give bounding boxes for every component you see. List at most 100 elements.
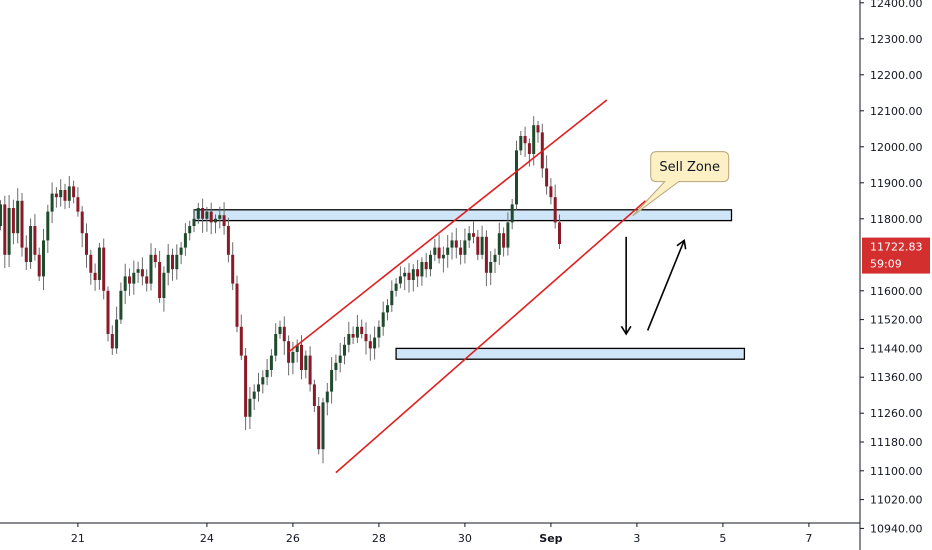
down-arrow[interactable] xyxy=(620,236,632,336)
current-price-label: 11722.83 xyxy=(870,241,923,254)
candle xyxy=(183,223,187,256)
candle xyxy=(257,372,260,402)
candle xyxy=(166,244,170,286)
candle xyxy=(446,235,450,268)
sell-zone-callout[interactable]: Sell Zone xyxy=(632,151,730,217)
candle xyxy=(214,214,217,234)
candle-body xyxy=(20,200,24,248)
candle xyxy=(248,386,252,430)
candle xyxy=(67,175,71,208)
candle-body xyxy=(429,254,432,270)
candle-body xyxy=(235,283,239,327)
candle-body xyxy=(377,326,381,338)
candle xyxy=(381,301,385,336)
candle-body xyxy=(407,272,411,280)
down-arrow-head xyxy=(620,325,632,336)
candle-body xyxy=(506,222,510,248)
candle-body xyxy=(515,150,518,205)
candle-body xyxy=(218,215,222,219)
candle xyxy=(89,249,93,285)
candle-body xyxy=(7,208,11,255)
candle-body xyxy=(162,272,166,298)
candle xyxy=(175,244,179,280)
candle-body xyxy=(76,197,80,212)
candle xyxy=(536,120,540,143)
candle-body xyxy=(192,218,196,226)
price-axis-background xyxy=(860,0,932,550)
candle xyxy=(252,384,256,410)
candle-body xyxy=(325,391,329,403)
candle-body xyxy=(153,254,157,262)
candle xyxy=(506,212,510,256)
candle-body xyxy=(343,344,346,356)
price-tick-label: 11020.00 xyxy=(870,494,923,507)
candle-body xyxy=(171,254,174,270)
candle-body xyxy=(179,247,183,255)
candle-body xyxy=(80,211,84,234)
candle-body xyxy=(140,269,144,277)
candle xyxy=(63,183,67,210)
up-arrow[interactable] xyxy=(646,238,687,331)
candle-body xyxy=(46,211,50,241)
candle-body xyxy=(497,233,501,255)
candle xyxy=(33,214,37,261)
candle xyxy=(377,320,381,348)
candle-body xyxy=(209,211,213,223)
candle-body xyxy=(390,290,394,306)
candle-body xyxy=(93,272,97,280)
candle-body xyxy=(42,240,45,277)
candle xyxy=(85,223,88,268)
channel-upper-line[interactable] xyxy=(288,99,608,353)
candle-body xyxy=(274,334,278,356)
candle xyxy=(493,248,497,274)
support-zone[interactable] xyxy=(395,347,746,360)
candle xyxy=(549,178,553,205)
candle-body xyxy=(106,290,110,334)
candle xyxy=(321,398,325,464)
candle xyxy=(523,126,527,157)
candle xyxy=(269,349,273,377)
channel-lower-line[interactable] xyxy=(335,200,647,474)
candle xyxy=(398,266,402,289)
candle-body xyxy=(3,204,7,255)
resistance-zone[interactable] xyxy=(193,209,733,222)
callout-label: Sell Zone xyxy=(659,160,720,175)
candle-body xyxy=(183,233,187,248)
candle xyxy=(72,180,76,204)
candle xyxy=(394,277,398,297)
candle xyxy=(261,370,265,394)
candle-body xyxy=(0,204,2,226)
candle xyxy=(59,179,63,207)
candle xyxy=(239,314,243,360)
candle xyxy=(364,322,368,355)
candle-body xyxy=(123,276,127,291)
candle-body xyxy=(29,226,33,262)
candle xyxy=(347,321,351,353)
candle-body xyxy=(115,319,119,349)
candle-body xyxy=(188,226,192,234)
candle xyxy=(80,206,84,248)
candle xyxy=(304,350,308,379)
trend-lines-layer xyxy=(288,99,647,474)
price-tick-label: 11520.00 xyxy=(870,314,923,327)
candle xyxy=(467,226,471,248)
candle-body xyxy=(437,247,441,259)
candle xyxy=(459,240,463,265)
candle xyxy=(235,275,239,333)
candle xyxy=(343,336,346,365)
candle-body xyxy=(252,391,256,399)
candle xyxy=(145,269,149,292)
candle xyxy=(317,397,321,455)
candle xyxy=(416,259,420,287)
candle xyxy=(76,187,80,217)
price-tick-label: 12400.00 xyxy=(870,0,923,10)
candle-body xyxy=(201,208,205,219)
candle-body xyxy=(166,254,170,273)
candle xyxy=(472,221,475,244)
candle xyxy=(338,343,342,373)
candle-body xyxy=(398,276,402,284)
candle xyxy=(403,267,407,291)
candle-body xyxy=(463,240,467,255)
candle xyxy=(463,228,467,264)
